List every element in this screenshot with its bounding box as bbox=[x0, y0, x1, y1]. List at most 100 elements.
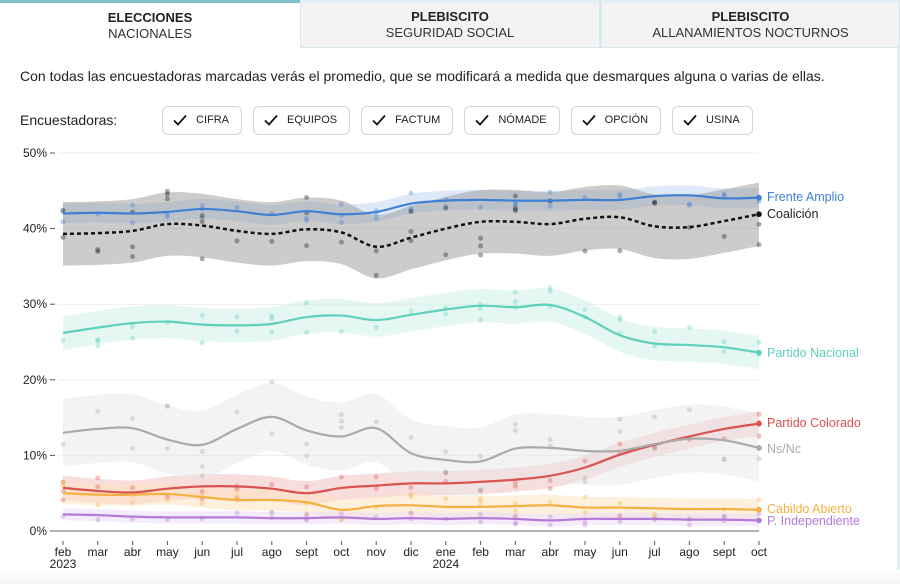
band-partido-colorado bbox=[63, 411, 759, 506]
poll-dot bbox=[304, 512, 310, 518]
poll-dot bbox=[582, 519, 588, 525]
poll-dot bbox=[721, 456, 727, 462]
poll-dot bbox=[512, 421, 518, 427]
poll-dot bbox=[443, 252, 449, 258]
poll-dot bbox=[304, 243, 310, 249]
x-tick-label: mar bbox=[87, 545, 108, 559]
intro-text: Con todas las encuestadoras marcadas ver… bbox=[20, 68, 825, 84]
series-label: Frente Amplio bbox=[767, 190, 844, 204]
tab-plebiscito-seguridad-social[interactable]: PLEBISCITO SEGURIDAD SOCIAL bbox=[300, 0, 600, 48]
poll-dot bbox=[547, 477, 553, 483]
poll-dot bbox=[512, 298, 518, 304]
poll-dot bbox=[130, 254, 136, 260]
poll-dot bbox=[408, 229, 414, 235]
pollster-toggle-equipos[interactable]: EQUIPOS bbox=[253, 105, 351, 135]
line-frente-amplio bbox=[62, 194, 760, 217]
poll-dot bbox=[408, 208, 414, 214]
tab-title: PLEBISCITO bbox=[711, 9, 790, 24]
poll-dot bbox=[338, 201, 344, 207]
x-tick-label: oct bbox=[751, 545, 768, 559]
poll-dot bbox=[164, 191, 170, 197]
poll-dot bbox=[408, 510, 414, 516]
bottom-fade bbox=[0, 570, 900, 584]
poll-dot bbox=[60, 219, 66, 225]
poll-dot bbox=[269, 509, 275, 515]
poll-dot bbox=[269, 313, 275, 319]
poll-dot bbox=[512, 521, 518, 527]
poll-dot bbox=[617, 513, 623, 519]
poll-dot bbox=[373, 474, 379, 480]
poll-dot bbox=[164, 214, 170, 220]
poll-dot bbox=[582, 458, 588, 464]
poll-dot bbox=[304, 300, 310, 306]
poll-dot bbox=[478, 511, 484, 517]
poll-dot bbox=[408, 308, 414, 314]
poll-dot bbox=[478, 252, 484, 258]
poll-dot bbox=[756, 433, 762, 439]
x-tick-label: jul bbox=[230, 545, 243, 559]
poll-dot bbox=[512, 289, 518, 295]
pollster-name: EQUIPOS bbox=[287, 114, 338, 126]
end-dot bbox=[756, 211, 762, 218]
poll-dot bbox=[686, 407, 692, 413]
y-tick-label: 10% bbox=[23, 448, 47, 462]
poll-dot bbox=[582, 509, 588, 515]
poll-dot bbox=[130, 202, 136, 208]
poll-dot bbox=[95, 517, 101, 523]
band-partido-nacional bbox=[63, 287, 759, 370]
pollster-toggle-cifra[interactable]: CIFRA bbox=[162, 105, 242, 135]
pollster-name: CIFRA bbox=[196, 114, 229, 126]
poll-dot bbox=[373, 419, 379, 425]
end-dot bbox=[756, 507, 762, 513]
poll-dot bbox=[338, 412, 344, 418]
end-dot bbox=[756, 420, 762, 427]
poll-dot bbox=[756, 242, 762, 248]
poll-dot bbox=[164, 494, 170, 500]
poll-dot bbox=[478, 453, 484, 459]
line-partido-nacional bbox=[62, 303, 760, 354]
poll-dot bbox=[756, 511, 762, 517]
poll-dot bbox=[443, 203, 449, 209]
poll-dot bbox=[617, 429, 623, 435]
pollster-filter-label: Encuestadoras: bbox=[20, 112, 118, 128]
poll-dots bbox=[60, 188, 762, 528]
poll-dot bbox=[443, 469, 449, 475]
poll-dot bbox=[408, 510, 414, 516]
x-tick-label: nov bbox=[367, 545, 386, 559]
poll-dot bbox=[478, 204, 484, 210]
pollster-name: USINA bbox=[706, 114, 740, 126]
poll-dot bbox=[373, 272, 379, 278]
poll-chart: 0% 10% 20% 30% 40% 50% Frente Amplio Coalición P… bbox=[23, 146, 861, 571]
poll-dot bbox=[373, 216, 379, 222]
x-tick-label: dic bbox=[403, 545, 418, 559]
poll-dot bbox=[130, 500, 136, 506]
y-tick-label: 0% bbox=[30, 524, 48, 538]
tab-plebiscito-allanamientos[interactable]: PLEBISCITO ALLANAMIENTOS NOCTURNOS bbox=[600, 0, 900, 48]
poll-dot bbox=[95, 409, 101, 415]
poll-dot bbox=[512, 193, 518, 199]
poll-dot bbox=[95, 343, 101, 349]
pollster-toggle-factum[interactable]: FACTUM bbox=[361, 105, 454, 135]
poll-dot bbox=[721, 514, 727, 520]
poll-dot bbox=[338, 328, 344, 334]
poll-dot bbox=[95, 338, 101, 344]
x-tick-label: mar bbox=[505, 545, 526, 559]
tab-elecciones-nacionales[interactable]: ELECCIONES NACIONALES bbox=[0, 0, 300, 48]
pollster-toggle-opcion[interactable]: OPCIÓN bbox=[570, 105, 662, 135]
poll-dot bbox=[512, 201, 518, 207]
poll-dot bbox=[373, 248, 379, 254]
x-tick-label: jul bbox=[648, 545, 661, 559]
poll-dot bbox=[721, 233, 727, 239]
pollster-toggle-nomade[interactable]: NÓMADE bbox=[464, 105, 560, 135]
y-tick-label: 50% bbox=[23, 146, 47, 160]
poll-dot bbox=[756, 339, 762, 345]
x-tick-label: may bbox=[156, 545, 179, 559]
poll-dot bbox=[234, 328, 240, 334]
poll-dot bbox=[478, 519, 484, 525]
poll-dot bbox=[304, 330, 310, 336]
poll-dot bbox=[130, 485, 136, 491]
check-icon bbox=[173, 114, 187, 126]
poll-dot bbox=[304, 484, 310, 490]
poll-dot bbox=[234, 314, 240, 320]
pollster-toggle-usina[interactable]: USINA bbox=[672, 105, 753, 135]
